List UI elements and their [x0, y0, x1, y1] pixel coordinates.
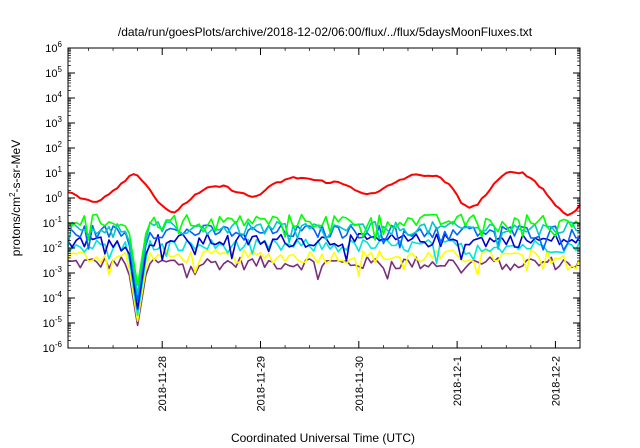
series-line-7: [67, 249, 581, 322]
y-tick-label: 103: [45, 115, 62, 130]
y-tick-label: 10-4: [43, 290, 63, 305]
x-tick-label: 2018-11-30: [354, 356, 366, 411]
y-tick-label: 105: [45, 65, 62, 80]
x-tick-label: 2018-11-29: [256, 356, 268, 411]
x-tick-label: 2018-11-28: [157, 356, 169, 411]
series-line-4: [67, 224, 581, 303]
y-tick-label: 10-5: [43, 315, 63, 330]
y-axis: 106 105 104 103 102 101 100 10-1 10-2 10-3 10-4 10-…: [43, 40, 580, 355]
y-tick-label: 101: [45, 165, 62, 180]
y-tick-label: 10-2: [43, 240, 63, 255]
y-tick-label: 10-6: [43, 340, 63, 355]
x-axis-label: Coordinated Universal Time (UTC): [231, 431, 415, 445]
y-tick-label: 106: [45, 40, 62, 55]
series-line-5: [67, 232, 581, 310]
y-tick-label: 102: [45, 140, 62, 155]
series-line-1: [67, 170, 581, 217]
chart-title: /data/run/goesPlots/archive/2018-12-02/0…: [118, 25, 533, 39]
y-tick-label: 10-3: [43, 265, 63, 280]
series-layer: [67, 170, 581, 327]
series-line-2: [67, 213, 581, 287]
x-axis: 2018-11-28 2018-11-29 2018-11-30 2018-12-1 2…: [88, 48, 581, 411]
plot-frame: [67, 47, 581, 349]
series-line-3: [67, 220, 581, 296]
x-tick-label: 2018-12-2: [550, 356, 562, 406]
y-tick-label: 104: [45, 90, 62, 105]
y-axis-label: protons/cm2-s-sr-MeV: [8, 140, 23, 256]
series-line-6: [67, 238, 581, 317]
y-tick-label: 10-1: [43, 215, 63, 230]
x-tick-label: 2018-12-1: [452, 356, 464, 406]
y-tick-label: 100: [45, 190, 62, 205]
